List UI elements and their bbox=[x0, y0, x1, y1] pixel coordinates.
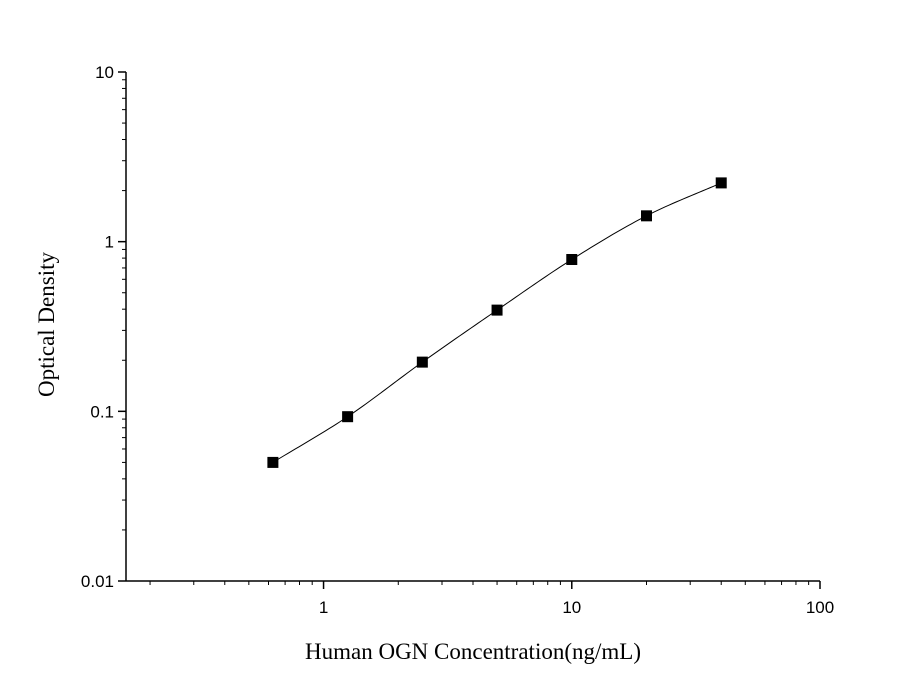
y-tick-label: 0.01 bbox=[81, 572, 114, 591]
data-point bbox=[416, 356, 428, 368]
x-axis-title: Human OGN Concentration(ng/mL) bbox=[305, 639, 641, 664]
data-points bbox=[267, 177, 727, 468]
data-point bbox=[491, 304, 503, 316]
data-point bbox=[715, 177, 727, 189]
y-tick-label: 0.1 bbox=[90, 402, 114, 421]
x-tick-label: 10 bbox=[562, 598, 581, 617]
y-ticks: 0.01 0.1 1 10 bbox=[81, 63, 126, 591]
y-axis-title: Optical Density bbox=[34, 252, 59, 397]
data-point bbox=[566, 254, 578, 266]
data-point bbox=[641, 210, 652, 222]
data-point bbox=[267, 456, 279, 468]
x-tick-label: 1 bbox=[319, 598, 328, 617]
y-tick-label: 10 bbox=[95, 63, 114, 82]
x-tick-label: 100 bbox=[806, 598, 834, 617]
data-point bbox=[342, 411, 354, 423]
fit-curve bbox=[272, 182, 722, 463]
x-ticks: 1 10 100 bbox=[149, 581, 834, 617]
y-tick-label: 1 bbox=[105, 233, 114, 252]
axes: 0.01 0.1 1 10 1 10 100 bbox=[81, 63, 834, 617]
